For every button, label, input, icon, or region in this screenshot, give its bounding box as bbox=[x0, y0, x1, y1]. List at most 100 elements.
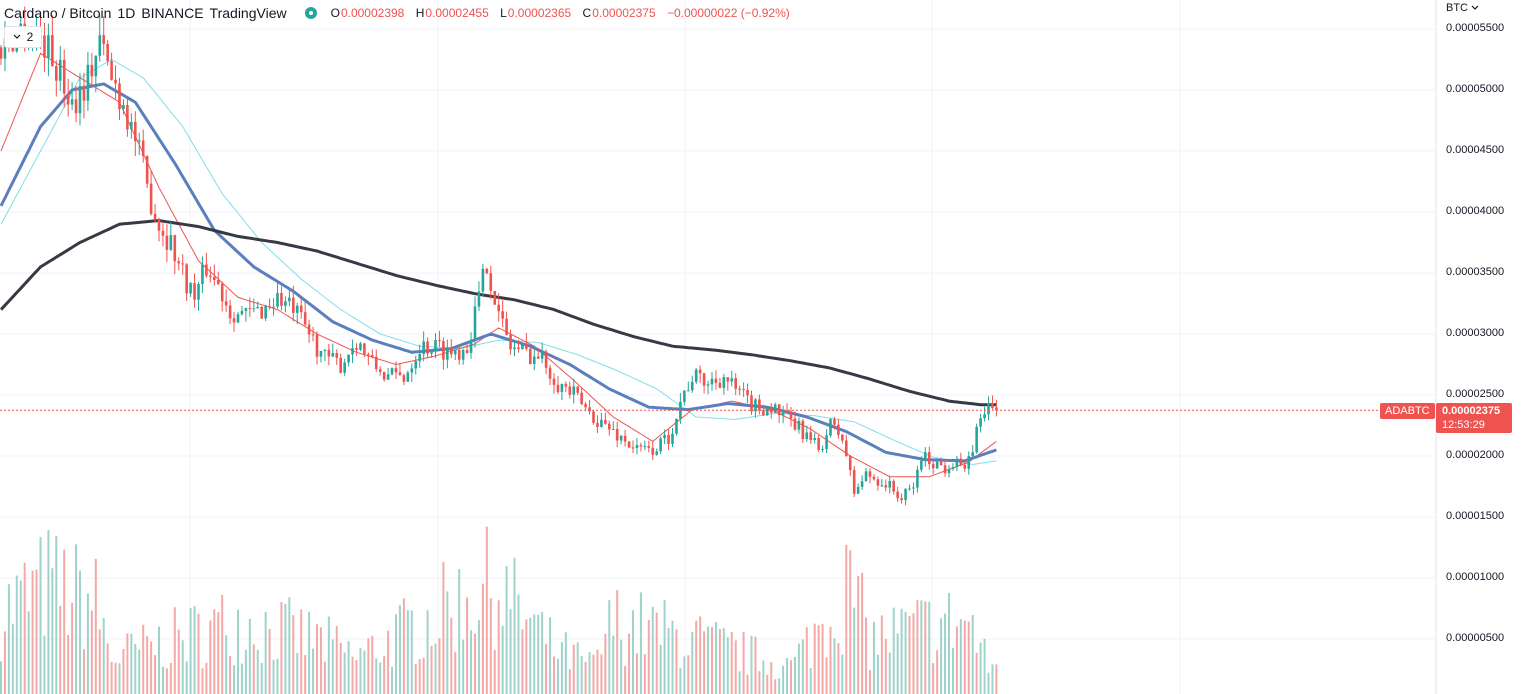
candle-body bbox=[240, 311, 244, 315]
volume-bar bbox=[67, 634, 70, 694]
volume-bar bbox=[699, 616, 702, 694]
candle-body bbox=[789, 411, 793, 419]
candle-body bbox=[532, 356, 536, 365]
volume-bar bbox=[924, 601, 927, 694]
volume-bar bbox=[829, 626, 832, 694]
volume-bar bbox=[912, 613, 915, 694]
candle-body bbox=[975, 426, 978, 453]
candle-body bbox=[181, 263, 184, 265]
volume-bar bbox=[331, 639, 334, 694]
candle-body bbox=[426, 341, 429, 354]
volume-bar bbox=[849, 550, 852, 694]
candle-body bbox=[750, 395, 753, 412]
volume-bar bbox=[462, 639, 465, 694]
volume-bar bbox=[316, 624, 318, 694]
volume-bar bbox=[450, 617, 453, 694]
volume-bar bbox=[825, 657, 828, 694]
provider-label: TradingView bbox=[209, 5, 287, 21]
volume-bar bbox=[845, 544, 848, 694]
volume-bar bbox=[383, 655, 386, 694]
ma-fast-line bbox=[0, 52, 997, 478]
candle-body bbox=[303, 312, 307, 325]
volume-bar bbox=[880, 615, 883, 694]
volume-bar bbox=[865, 617, 868, 694]
volume-bar bbox=[695, 620, 698, 694]
volume-bar bbox=[513, 557, 516, 694]
candle-body bbox=[114, 79, 117, 84]
ohlc-values: O0.00002398 H0.00002455 L0.00002365 C0.0… bbox=[331, 6, 790, 20]
volume-bar bbox=[991, 664, 994, 694]
volume-bar bbox=[347, 641, 350, 694]
volume-bar bbox=[280, 601, 283, 694]
candle-body bbox=[548, 367, 552, 379]
candle-body bbox=[995, 407, 998, 411]
volume-bar bbox=[418, 659, 421, 694]
candle-body bbox=[220, 283, 224, 302]
volume-bar bbox=[778, 678, 781, 694]
volume-bar bbox=[489, 598, 492, 694]
volume-bar bbox=[477, 620, 480, 694]
volume-bar bbox=[608, 600, 611, 694]
volume-bar bbox=[296, 652, 299, 694]
volume-bar bbox=[63, 549, 66, 694]
volume-bar bbox=[932, 663, 935, 694]
volume-bar bbox=[549, 617, 552, 694]
candle-body bbox=[556, 384, 560, 392]
candle-body bbox=[769, 407, 773, 413]
candle-body bbox=[276, 293, 279, 307]
indicators-collapse-button[interactable]: 2 bbox=[4, 26, 42, 48]
price-tick-label: 0.00003000 bbox=[1446, 327, 1505, 339]
candle-body bbox=[410, 368, 414, 373]
volume-bar bbox=[592, 654, 595, 694]
candle-body bbox=[465, 350, 469, 353]
volume-bar bbox=[742, 631, 745, 694]
volume-bar bbox=[47, 530, 50, 694]
candle-body bbox=[608, 423, 611, 430]
symbol-title[interactable]: Cardano / Bitcoin bbox=[4, 5, 112, 21]
volume-bar bbox=[51, 568, 54, 694]
candle-body bbox=[635, 445, 639, 448]
price-tick-label: 0.00005500 bbox=[1446, 22, 1505, 34]
candle-body bbox=[892, 480, 895, 492]
candle-body bbox=[943, 465, 947, 474]
candle-body bbox=[833, 419, 836, 425]
candle-body bbox=[228, 305, 232, 319]
volume-bar bbox=[920, 600, 923, 694]
volume-bar bbox=[446, 591, 449, 694]
candle-body bbox=[916, 469, 919, 488]
candle-body bbox=[442, 341, 445, 360]
volume-bar bbox=[541, 611, 544, 694]
currency-label: BTC bbox=[1446, 2, 1468, 14]
candle-body bbox=[521, 343, 524, 350]
candle-body bbox=[327, 349, 331, 357]
candle-body bbox=[493, 290, 497, 305]
volume-bar bbox=[201, 668, 204, 694]
volume-bar bbox=[564, 632, 567, 694]
volume-bar bbox=[782, 665, 785, 694]
volume-bar bbox=[726, 637, 729, 694]
volume-bar bbox=[667, 627, 670, 694]
candle-body bbox=[374, 356, 378, 370]
volume-bar bbox=[643, 654, 646, 694]
volume-bar bbox=[375, 658, 378, 694]
candle-body bbox=[122, 104, 125, 110]
candle-body bbox=[414, 361, 418, 369]
volume-bar bbox=[833, 638, 836, 694]
volume-bar bbox=[102, 618, 105, 694]
volume-bar bbox=[809, 667, 812, 694]
volume-bar bbox=[971, 615, 974, 694]
volume-bar bbox=[122, 648, 125, 694]
candle-body bbox=[639, 445, 643, 447]
candle-body bbox=[619, 435, 623, 441]
price-tick-label: 0.00001500 bbox=[1446, 510, 1505, 522]
volume-bar bbox=[339, 642, 342, 694]
volume-bar bbox=[786, 657, 789, 694]
volume-bar bbox=[485, 526, 488, 694]
currency-selector[interactable]: BTC bbox=[1446, 2, 1479, 14]
candle-body bbox=[924, 452, 927, 461]
market-status-icon[interactable] bbox=[304, 7, 317, 19]
interval-label[interactable]: 1D bbox=[117, 5, 136, 21]
volume-bar bbox=[687, 655, 690, 694]
candle-body bbox=[888, 480, 892, 488]
